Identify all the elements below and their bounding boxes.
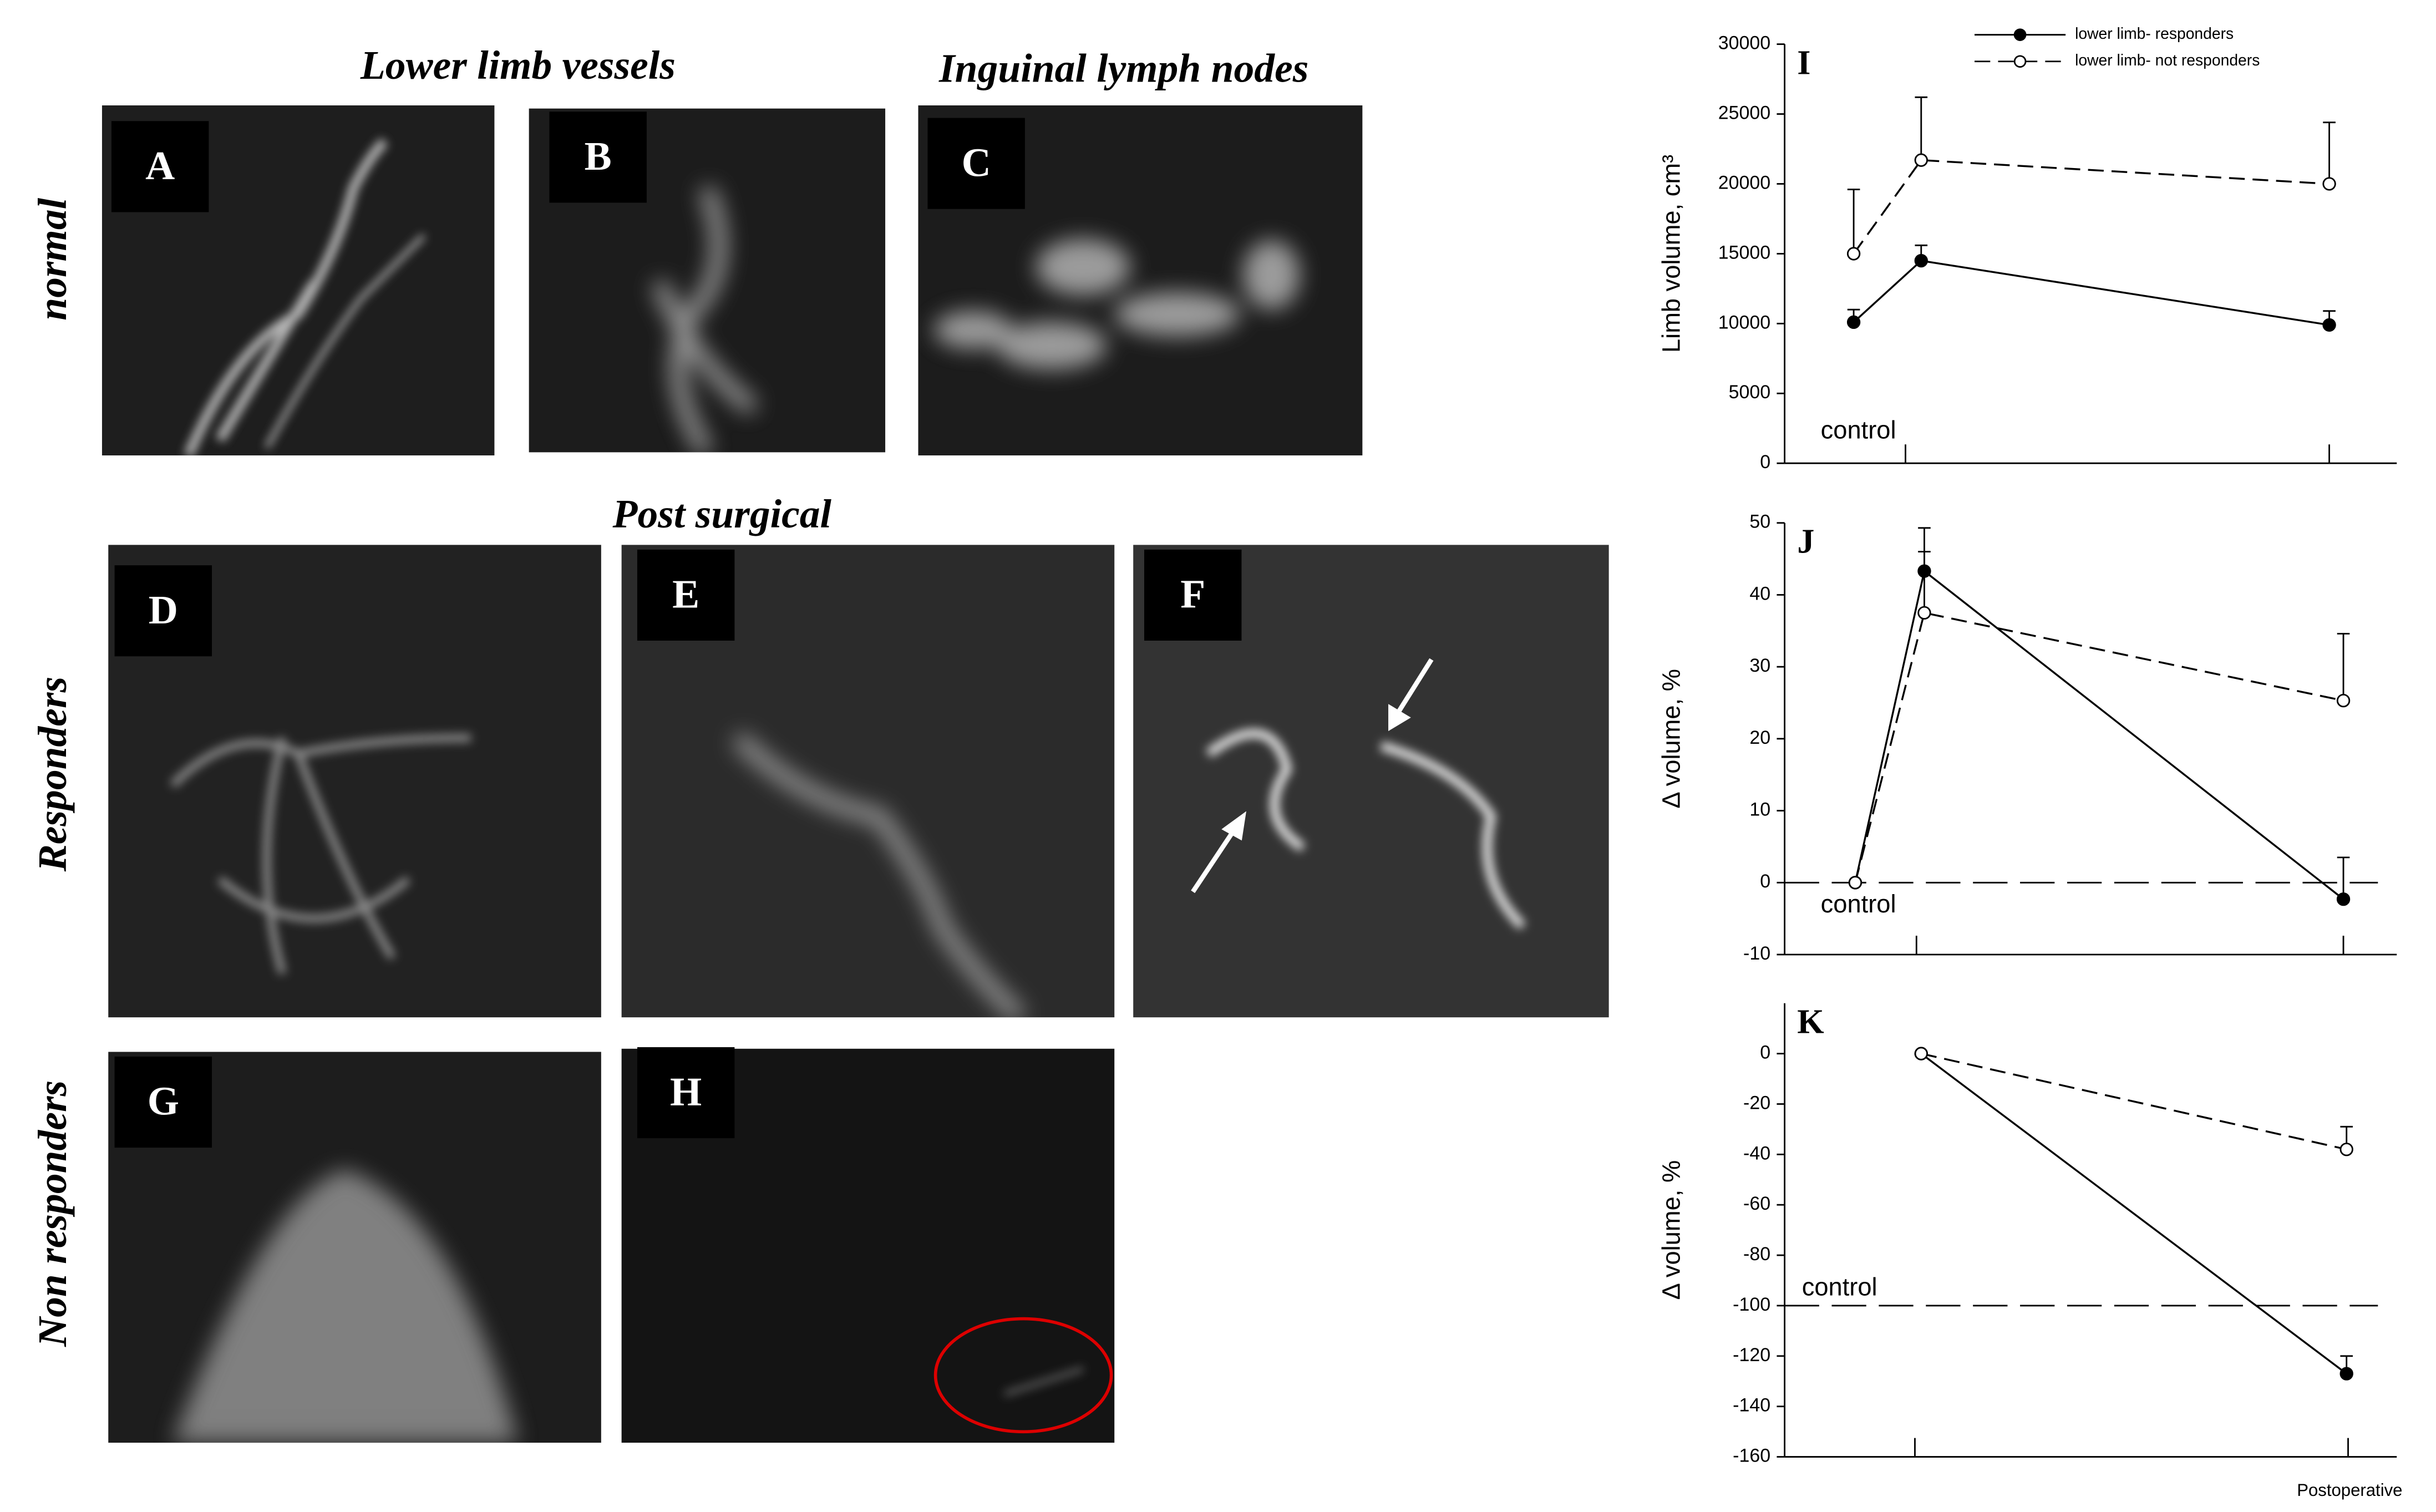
y-tick-label: 0 <box>1760 1042 1770 1063</box>
panel-letter: B <box>585 133 612 179</box>
series-line <box>1921 1052 2347 1150</box>
error-bar <box>1915 96 1928 160</box>
legend-marker <box>2013 55 2027 68</box>
y-tick-label: 25000 <box>1718 103 1770 124</box>
annotation: control <box>1802 1273 1877 1301</box>
error-bar <box>2337 633 2350 701</box>
panel-letter: D <box>149 587 178 632</box>
y-tick-label: 30000 <box>1718 33 1770 54</box>
error-bar <box>2337 856 2350 900</box>
y-tick-label: -80 <box>1743 1244 1770 1265</box>
data-point <box>2336 693 2351 708</box>
column-title: Post surgical <box>612 491 832 536</box>
row-label: Responders <box>29 677 75 872</box>
panel-letter: J <box>1797 523 1814 561</box>
y-tick-label: 50 <box>1749 511 1770 532</box>
panel-letter: I <box>1797 44 1810 82</box>
column-title: Inguinal lymph nodes <box>938 45 1308 90</box>
y-tick-label: -60 <box>1743 1193 1770 1214</box>
y-tick-label: -120 <box>1733 1344 1770 1366</box>
arrows <box>1191 658 1434 894</box>
data-point <box>1914 253 1928 268</box>
y-tick-label: 40 <box>1749 583 1770 604</box>
y-tick-label: 20 <box>1749 727 1770 748</box>
x-footer: Postoperative <box>2297 1480 2402 1500</box>
data-point <box>1846 247 1861 261</box>
y-tick-label: -140 <box>1733 1395 1770 1416</box>
y-axis-label: Limb volume, cm³ <box>1657 155 1686 353</box>
data-point <box>1846 315 1861 329</box>
data-point <box>2322 318 2336 332</box>
y-tick-label: -40 <box>1743 1143 1770 1164</box>
data-point <box>1914 1047 1928 1061</box>
panel-letter-box <box>549 111 647 203</box>
panel-letter: G <box>148 1078 179 1124</box>
panel-letter-box <box>927 118 1025 209</box>
row-label: normal <box>29 197 75 320</box>
panel-letter-box <box>637 549 735 641</box>
y-tick-label: 20000 <box>1718 172 1770 193</box>
panel-letter-box <box>111 121 209 212</box>
annotation: control <box>1821 890 1896 918</box>
legend-marker <box>2013 28 2027 41</box>
y-tick-label: 30 <box>1749 655 1770 676</box>
y-axis-label: Δ volume, % <box>1657 669 1686 809</box>
y-tick-label: -160 <box>1733 1445 1770 1467</box>
data-point <box>2322 177 2336 191</box>
y-axis-label: Δ volume, % <box>1657 1160 1686 1300</box>
series-line <box>1853 260 2330 326</box>
panel-letter: F <box>1180 571 1205 616</box>
panel-letter-box <box>114 1056 212 1148</box>
panel-letter: H <box>670 1069 702 1114</box>
panel-letter-box <box>114 565 212 657</box>
y-tick-label: 5000 <box>1729 382 1771 403</box>
error-bar <box>1847 189 1860 254</box>
micrographs <box>101 105 1609 1443</box>
legend-label: lower limb- responders <box>2075 24 2234 42</box>
data-point <box>1917 606 1931 620</box>
panel-letter-box <box>1144 549 1242 641</box>
data-point <box>2339 1367 2353 1381</box>
panel-letter-box <box>637 1047 735 1139</box>
panel-letter: C <box>962 139 991 185</box>
panel-letter: A <box>145 143 175 188</box>
panel-letter: K <box>1797 1003 1824 1041</box>
series-line <box>1853 159 2330 255</box>
legend-label: lower limb- not responders <box>2075 51 2260 69</box>
y-tick-label: 0 <box>1760 451 1770 473</box>
data-point <box>1914 153 1928 167</box>
y-tick-label: 10 <box>1749 799 1770 820</box>
error-bar <box>2323 121 2336 184</box>
data-point <box>1848 876 1862 890</box>
series-line <box>1854 569 2344 900</box>
error-bar <box>1918 551 1931 613</box>
panel-letter: E <box>672 571 699 616</box>
series-line <box>1920 1053 2347 1374</box>
y-tick-label: 15000 <box>1718 242 1770 263</box>
data-point <box>2339 1143 2353 1156</box>
data-point <box>2336 892 2351 906</box>
y-tick-label: -20 <box>1743 1092 1770 1113</box>
y-tick-label: 10000 <box>1718 312 1770 333</box>
highlight-circle <box>933 1317 1113 1434</box>
y-tick-label: -10 <box>1743 943 1770 964</box>
row-label: Non responders <box>29 1080 75 1347</box>
column-title: Lower limb vessels <box>360 42 676 88</box>
y-tick-label: 0 <box>1760 871 1770 892</box>
annotation: control <box>1821 416 1896 444</box>
y-tick-label: -100 <box>1733 1294 1770 1315</box>
